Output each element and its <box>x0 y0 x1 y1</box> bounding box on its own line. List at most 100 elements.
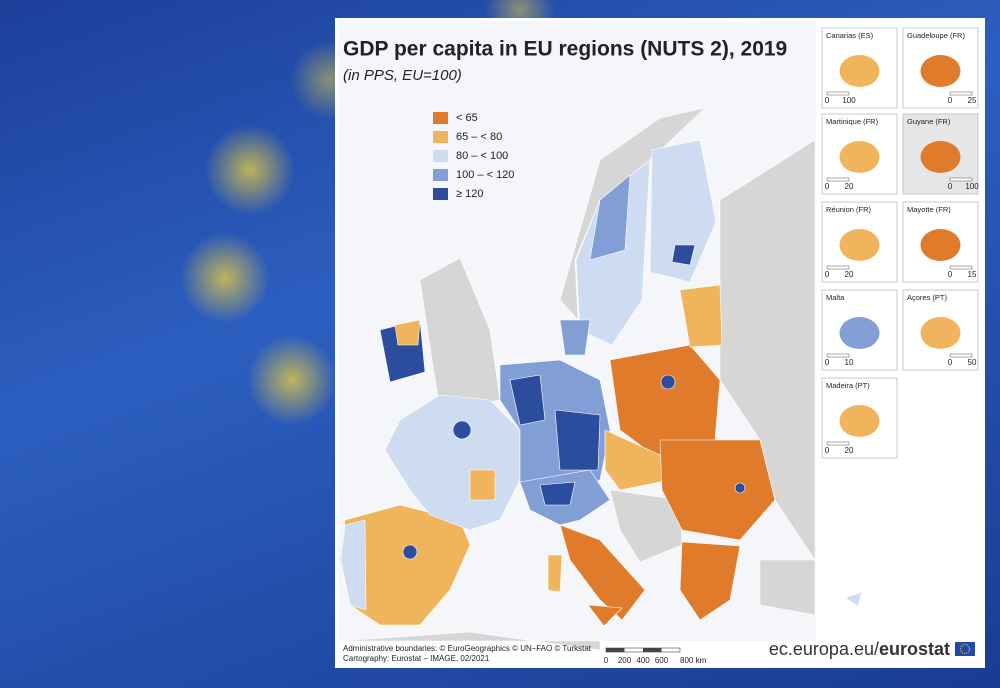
inset: Guyane (FR) 0 100 <box>902 113 979 195</box>
inset-title: Canarias (ES) <box>826 31 874 40</box>
inset-scale-label: 0 <box>948 96 953 105</box>
inset-scale-bar <box>826 441 850 446</box>
scale-bar-seg <box>643 648 662 652</box>
inset-title: Açores (PT) <box>907 293 948 302</box>
legend-swatch <box>433 131 448 143</box>
inset-scale-label: 10 <box>845 358 854 367</box>
legend: < 65 65 – < 80 80 – < 100 100 – < 120 ≥ 120 <box>433 112 514 200</box>
url: ec.europa.eu/eurostat <box>769 639 950 659</box>
legend-swatch <box>433 188 448 200</box>
inset-scale-label: 20 <box>845 270 854 279</box>
region <box>679 541 741 621</box>
region <box>452 420 472 440</box>
inset-title: Mayotte (FR) <box>907 205 951 214</box>
inset-scale-label: 0 <box>825 182 830 191</box>
map-title: GDP per capita in EU regions (NUTS 2), 2… <box>343 38 787 61</box>
inset-scale-label: 0 <box>825 270 830 279</box>
map-subtitle: (in PPS, EU=100) <box>343 67 462 84</box>
scale-label: 0 <box>604 656 609 665</box>
legend-swatch <box>433 112 448 124</box>
scale-bar <box>605 647 681 653</box>
inset-region <box>839 317 880 349</box>
region <box>589 174 631 261</box>
eu-stars <box>959 643 971 655</box>
scale-label: 800 km <box>680 656 707 665</box>
region <box>340 519 367 611</box>
region <box>671 244 696 266</box>
inset-region <box>839 405 880 437</box>
inset-region <box>839 141 880 173</box>
url-site: ec.europa.eu/ <box>769 639 879 659</box>
region <box>554 409 601 471</box>
inset-scale-label: 50 <box>968 358 977 367</box>
legend-label: 80 – < 100 <box>456 150 508 162</box>
inset: Mayotte (FR) 0 15 <box>902 201 979 283</box>
inset-scale-label: 0 <box>948 270 953 279</box>
inset-scale-label: 100 <box>965 182 979 191</box>
legend-swatch <box>433 150 448 162</box>
legend-label: ≥ 120 <box>456 188 483 200</box>
region <box>734 482 746 494</box>
url-brand: eurostat <box>879 639 950 659</box>
scale-label: 200 <box>618 656 632 665</box>
inset: Canarias (ES) 0 100 <box>821 27 898 109</box>
inset-scale-bar <box>949 177 973 182</box>
inset: Madeira (PT) 0 20 <box>821 377 898 459</box>
inset-scale-bar <box>949 353 973 358</box>
region <box>402 544 418 560</box>
inset-scale-bar <box>826 177 850 182</box>
land-non-eu <box>339 631 601 651</box>
credit: Cartography: Eurostat – IMAGE, 02/2021 <box>343 654 490 663</box>
land-non-eu <box>759 559 816 616</box>
inset-region <box>839 229 880 261</box>
inset-title: Guadeloupe (FR) <box>907 31 965 40</box>
inset-title: Madeira (PT) <box>826 381 870 390</box>
inset-region <box>839 55 880 87</box>
inset-region <box>920 141 961 173</box>
inset: Açores (PT) 0 50 <box>902 289 979 371</box>
inset-scale-label: 20 <box>845 446 854 455</box>
inset-scale-label: 15 <box>968 270 977 279</box>
inset-title: Guyane (FR) <box>907 117 951 126</box>
inset-scale-bar <box>826 91 850 96</box>
inset-scale-bar <box>826 265 850 270</box>
inset-scale-label: 0 <box>825 446 830 455</box>
credit: Administrative boundaries: © EuroGeograp… <box>343 644 592 653</box>
inset: Martinique (FR) 0 20 <box>821 113 898 195</box>
region <box>509 374 546 426</box>
region <box>659 439 776 541</box>
legend-label: 100 – < 120 <box>456 169 514 181</box>
inset-scale-label: 0 <box>825 96 830 105</box>
inset-scale-label: 0 <box>825 358 830 367</box>
region <box>604 429 671 491</box>
inset-scale-bar <box>949 265 973 270</box>
eu-flag <box>955 642 975 656</box>
region <box>660 374 676 390</box>
region <box>587 604 623 627</box>
region <box>679 284 723 348</box>
inset: Malta 0 10 <box>821 289 898 371</box>
region <box>539 481 576 506</box>
region <box>559 319 591 356</box>
inset-title: Martinique (FR) <box>826 117 879 126</box>
legend-label: 65 – < 80 <box>456 131 502 143</box>
region <box>547 554 563 593</box>
inset-scale-bar <box>826 353 850 358</box>
scale-labels: 0 200 400 600 800 km <box>604 656 707 665</box>
inset-region <box>920 55 961 87</box>
legend-swatch <box>433 169 448 181</box>
region <box>649 139 717 283</box>
inset-region <box>920 229 961 261</box>
inset-title: Réunion (FR) <box>826 205 872 214</box>
region <box>394 319 421 346</box>
legend-label: < 65 <box>456 112 478 124</box>
inset-scale-bar <box>949 91 973 96</box>
inset-scale-label: 20 <box>845 182 854 191</box>
inset-scale-label: 0 <box>948 358 953 367</box>
inset-region <box>920 317 961 349</box>
region <box>559 524 646 621</box>
inset: Guadeloupe (FR) 0 25 <box>902 27 979 109</box>
inset: Réunion (FR) 0 20 <box>821 201 898 283</box>
